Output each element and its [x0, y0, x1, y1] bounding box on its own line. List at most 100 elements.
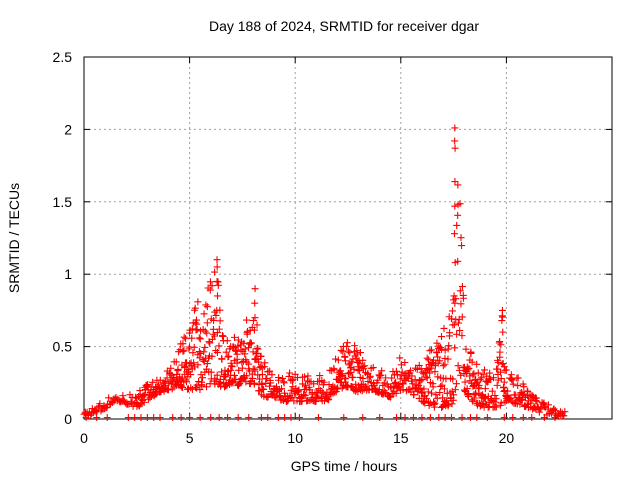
data-point — [433, 348, 441, 356]
data-point — [442, 375, 450, 383]
data-point — [223, 337, 231, 345]
data-point — [544, 401, 552, 409]
data-point — [195, 378, 203, 386]
data-point — [168, 385, 176, 393]
data-point — [423, 354, 431, 362]
data-point — [504, 387, 512, 395]
data-point — [314, 414, 322, 422]
data-point — [561, 408, 569, 416]
data-point — [161, 378, 169, 386]
data-point — [435, 414, 443, 422]
data-point — [413, 365, 421, 373]
data-point — [196, 414, 204, 422]
data-point — [340, 414, 348, 422]
data-point — [238, 364, 246, 372]
data-point — [247, 339, 255, 347]
data-point — [418, 414, 426, 422]
data-point — [401, 359, 409, 367]
data-point — [376, 414, 384, 422]
data-point — [393, 371, 401, 379]
data-point — [155, 381, 163, 389]
data-point — [251, 365, 259, 373]
data-point — [203, 383, 211, 391]
data-point — [466, 414, 474, 422]
data-point — [428, 346, 436, 354]
data-point — [198, 381, 206, 389]
data-point — [266, 367, 274, 375]
data-point — [474, 369, 482, 377]
data-point — [235, 366, 243, 374]
data-point — [266, 376, 274, 384]
data-point — [507, 394, 515, 402]
data-point — [541, 403, 549, 411]
chart-title: Day 188 of 2024, SRMTID for receiver dga… — [209, 18, 479, 34]
data-point — [486, 369, 494, 377]
data-point — [103, 414, 111, 422]
x-tick-label: 10 — [287, 430, 303, 446]
data-point — [479, 370, 487, 378]
data-point — [234, 414, 242, 422]
data-point — [177, 382, 185, 390]
data-point — [218, 355, 226, 363]
data-point — [301, 373, 309, 381]
data-point — [447, 315, 455, 323]
data-points — [80, 124, 569, 422]
data-point — [350, 365, 358, 373]
data-point — [519, 414, 527, 422]
data-point — [426, 414, 434, 422]
data-point — [190, 343, 198, 351]
data-point — [137, 414, 145, 422]
data-point — [211, 268, 219, 276]
data-point — [451, 144, 459, 152]
data-point — [445, 342, 453, 350]
data-point — [409, 414, 417, 422]
data-point — [488, 387, 496, 395]
data-point — [177, 414, 185, 422]
data-point — [209, 330, 217, 338]
data-point — [180, 333, 188, 341]
data-point — [341, 378, 349, 386]
data-point — [215, 342, 223, 350]
data-point — [260, 385, 268, 393]
y-tick-label: 1.5 — [53, 194, 73, 210]
data-point — [494, 358, 502, 366]
data-point — [196, 335, 204, 343]
data-point — [289, 383, 297, 391]
data-point — [82, 414, 90, 422]
data-point — [208, 352, 216, 360]
data-point — [396, 375, 404, 383]
data-point — [380, 379, 388, 387]
data-point — [411, 376, 419, 384]
data-point — [320, 378, 328, 386]
data-point — [251, 285, 259, 293]
data-point — [170, 373, 178, 381]
data-point — [458, 414, 466, 422]
data-point — [252, 350, 260, 358]
data-point — [500, 378, 508, 386]
data-point — [451, 344, 459, 352]
data-point — [453, 221, 461, 229]
data-point — [444, 345, 452, 353]
data-point — [224, 353, 232, 361]
data-point — [236, 380, 244, 388]
data-point — [300, 390, 308, 398]
data-point — [451, 178, 459, 186]
data-point — [214, 292, 222, 300]
data-point — [131, 414, 139, 422]
data-point — [189, 349, 197, 357]
data-point — [398, 368, 406, 376]
x-tick-label: 5 — [186, 430, 194, 446]
data-point — [345, 369, 353, 377]
data-point — [467, 349, 475, 357]
data-point — [248, 374, 256, 382]
data-point — [304, 372, 312, 380]
data-point — [245, 344, 253, 352]
data-point — [448, 307, 456, 315]
data-point — [233, 359, 241, 367]
data-point — [228, 363, 236, 371]
data-point — [197, 371, 205, 379]
data-point — [444, 355, 452, 363]
data-point — [195, 334, 203, 342]
data-point — [497, 374, 505, 382]
data-point — [364, 378, 372, 386]
